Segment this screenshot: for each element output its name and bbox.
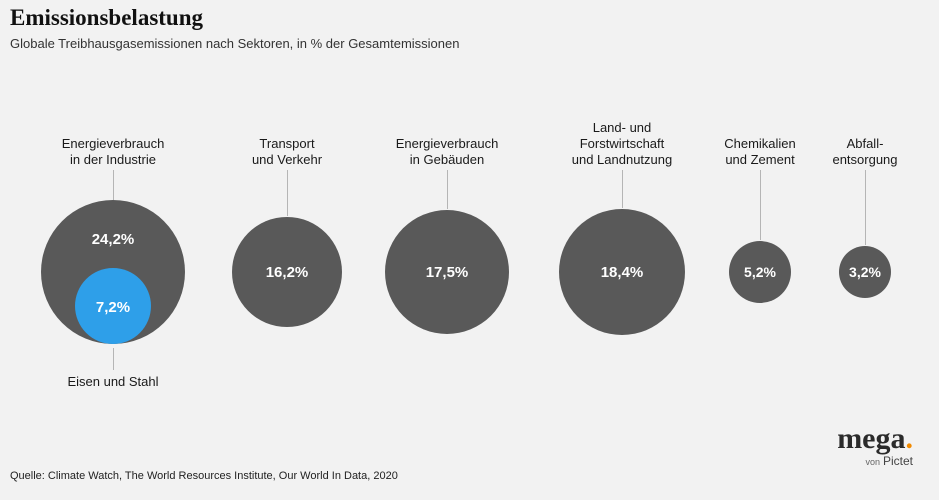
bubble-value: 18,4% xyxy=(600,263,644,281)
bubble-value: 17,5% xyxy=(425,263,469,281)
bubble-value: 3,2% xyxy=(849,264,881,280)
bubble-circle: 17,5% xyxy=(385,210,509,334)
bubble-label: Abfall- entsorgung xyxy=(832,136,898,167)
sub-bubble-value: 7,2% xyxy=(95,299,131,316)
bubble-label: Transport und Verkehr xyxy=(251,136,323,167)
logo-accent-dot: . xyxy=(905,422,914,455)
brand-logo: mega. von Pictet xyxy=(837,422,914,469)
bubble-label: Land- und Forstwirtschaft und Landnutzun… xyxy=(571,120,673,167)
bubble-circle: 18,4% xyxy=(559,209,685,335)
connector-line xyxy=(447,170,448,209)
source-note: Quelle: Climate Watch, The World Resourc… xyxy=(10,470,398,482)
bubble-circle: 24,2% 7,2% xyxy=(41,200,185,344)
logo-wordmark: mega. xyxy=(837,422,914,455)
sub-bubble-label: Eisen und Stahl xyxy=(67,374,159,389)
connector-line xyxy=(287,170,288,216)
bubble-value: 5,2% xyxy=(744,264,776,280)
bubble-circle: 5,2% xyxy=(729,241,791,303)
chart-subtitle: Globale Treibhausgasemissionen nach Sekt… xyxy=(10,36,460,51)
logo-tagline: von Pictet xyxy=(865,454,913,468)
bubble-circle: 16,2% xyxy=(232,217,342,327)
bubble-label: Chemikalien und Zement xyxy=(724,136,796,167)
bubble-value: 24,2% xyxy=(91,231,135,248)
bubble-label: Energieverbrauch in der Industrie xyxy=(61,136,165,167)
connector-line xyxy=(865,170,866,245)
bubble-value: 16,2% xyxy=(265,263,309,281)
sub-bubble-circle: 7,2% xyxy=(75,268,151,344)
connector-line xyxy=(113,170,114,200)
bubble-label: Energieverbrauch in Gebäuden xyxy=(395,136,499,167)
sub-bubble-connector-line xyxy=(113,348,114,370)
chart-title: Emissionsbelastung xyxy=(10,5,204,30)
connector-line xyxy=(760,170,761,240)
connector-line xyxy=(622,170,623,208)
bubble-circle: 3,2% xyxy=(839,246,891,298)
